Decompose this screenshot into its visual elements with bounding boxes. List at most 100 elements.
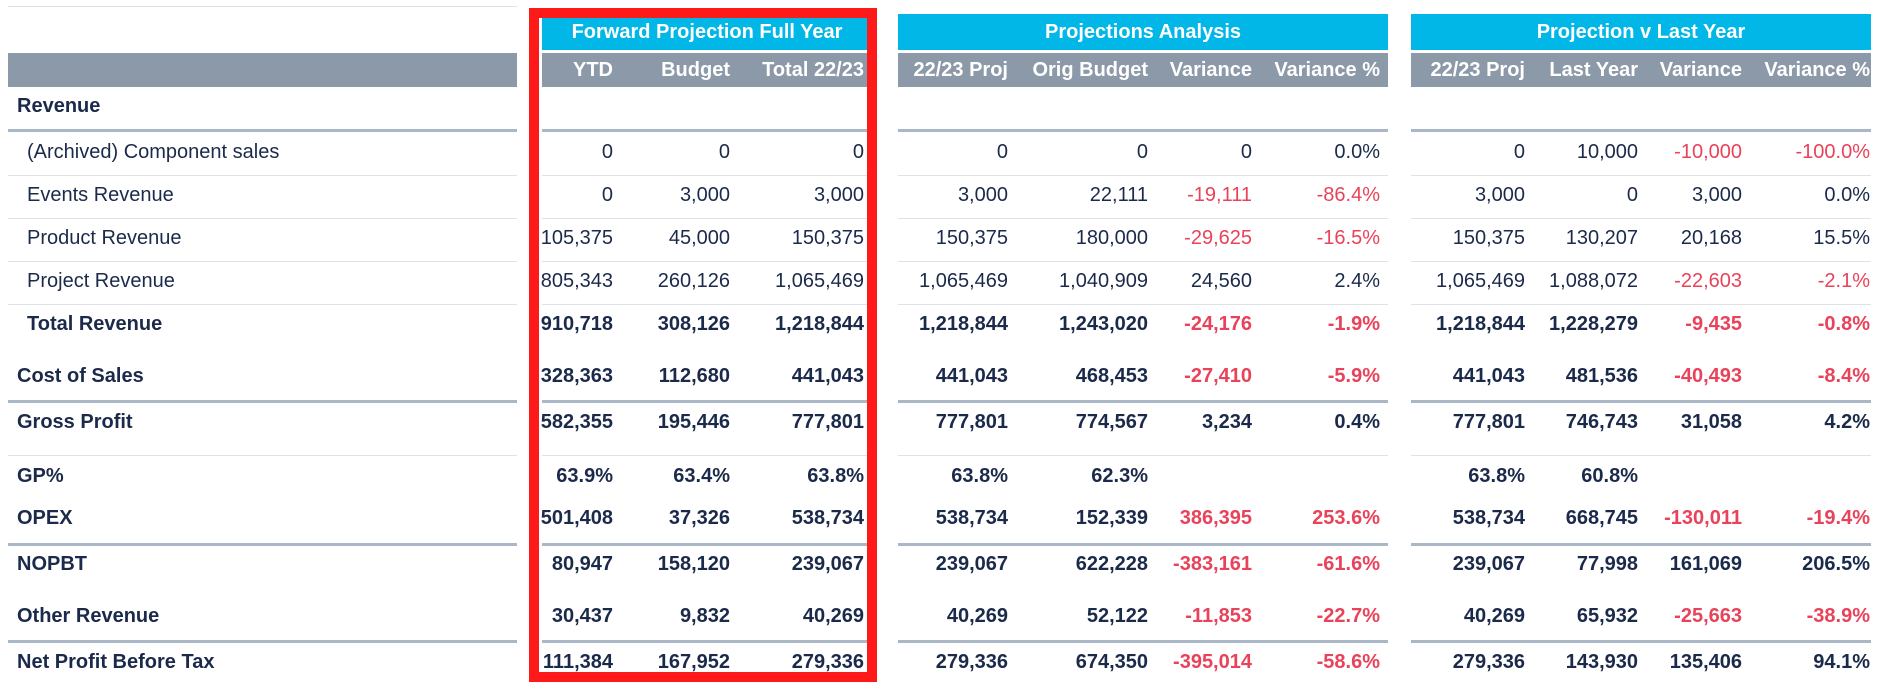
table-cell: 152,339 — [1075, 507, 1148, 529]
column-header-bar-label — [8, 53, 517, 87]
table-cell: -5.9% — [1327, 365, 1380, 387]
table-cell: 674,350 — [1075, 651, 1148, 673]
row-divider — [542, 175, 872, 176]
table-cell: 441,043 — [1452, 365, 1525, 387]
table-cell: -25,663 — [1674, 605, 1742, 627]
col-header-total[interactable]: Total 22/23 — [762, 59, 864, 81]
col-header-budget[interactable]: Budget — [661, 59, 730, 81]
table-cell: 10,000 — [1576, 141, 1638, 163]
row-divider-thick — [8, 543, 517, 546]
table-cell: -24,176 — [1184, 313, 1252, 335]
col-header-a-proj[interactable]: 22/23 Proj — [913, 59, 1008, 81]
row-divider — [898, 455, 1388, 456]
table-cell: 63.8% — [951, 465, 1008, 487]
table-cell: 279,336 — [791, 651, 864, 673]
col-header-l-last[interactable]: Last Year — [1549, 59, 1638, 81]
table-cell: -9,435 — [1685, 313, 1742, 335]
table-cell: -19,111 — [1187, 184, 1252, 206]
table-cell: 279,336 — [1452, 651, 1525, 673]
table-cell: 3,234 — [1201, 411, 1252, 433]
table-cell: 0 — [1513, 141, 1525, 163]
table-cell: 279,336 — [935, 651, 1008, 673]
table-cell: -100.0% — [1795, 141, 1871, 163]
table-cell: -27,410 — [1184, 365, 1252, 387]
row-divider-thick — [542, 129, 872, 132]
table-cell: 158,120 — [657, 553, 730, 575]
table-cell: 130,207 — [1565, 227, 1638, 249]
row-divider-thick — [8, 129, 517, 132]
row-divider — [898, 218, 1388, 219]
table-cell: 239,067 — [1452, 553, 1525, 575]
row-divider-thick — [898, 400, 1388, 403]
row-label: Gross Profit — [17, 411, 133, 433]
row-divider-thick — [898, 640, 1388, 643]
table-cell: 4.2% — [1824, 411, 1870, 433]
table-cell: 1,040,909 — [1059, 270, 1148, 292]
column-header-bar-vs-last — [1411, 53, 1871, 87]
row-label: Product Revenue — [27, 227, 182, 249]
row-divider — [898, 304, 1388, 305]
table-cell: 3,000 — [813, 184, 864, 206]
table-cell: 805,343 — [540, 270, 613, 292]
table-cell: 65,932 — [1576, 605, 1638, 627]
table-cell: 1,088,072 — [1549, 270, 1638, 292]
table-cell: -16.5% — [1316, 227, 1380, 249]
col-header-ytd[interactable]: YTD — [573, 59, 613, 81]
table-cell: 0 — [718, 141, 730, 163]
table-cell: -29,625 — [1184, 227, 1252, 249]
table-cell: 40,269 — [802, 605, 864, 627]
col-header-a-orig[interactable]: Orig Budget — [1032, 59, 1148, 81]
table-cell: 777,801 — [1452, 411, 1525, 433]
row-label: Total Revenue — [27, 313, 163, 335]
table-cell: 0 — [996, 141, 1008, 163]
table-cell: 3,000 — [679, 184, 730, 206]
top-divider — [8, 6, 517, 7]
row-divider-thick — [542, 640, 872, 643]
table-cell: 1,218,844 — [1436, 313, 1525, 335]
row-divider — [1411, 261, 1871, 262]
table-cell: 0 — [1240, 141, 1252, 163]
table-cell: -10,000 — [1674, 141, 1742, 163]
row-label: GP% — [17, 465, 64, 487]
table-cell: 746,743 — [1565, 411, 1638, 433]
row-divider — [8, 261, 517, 262]
row-label: Net Profit Before Tax — [17, 651, 215, 673]
table-cell: 0 — [852, 141, 864, 163]
table-cell: 239,067 — [791, 553, 864, 575]
col-header-a-varp[interactable]: Variance % — [1274, 59, 1380, 81]
row-divider-thick — [898, 543, 1388, 546]
col-header-l-proj[interactable]: 22/23 Proj — [1430, 59, 1525, 81]
table-cell: 40,269 — [946, 605, 1008, 627]
table-cell: 774,567 — [1075, 411, 1148, 433]
table-cell: -58.6% — [1316, 651, 1380, 673]
group-header-analysis: Projections Analysis — [898, 14, 1388, 50]
col-header-l-varp[interactable]: Variance % — [1764, 59, 1870, 81]
row-divider — [1411, 175, 1871, 176]
row-divider-thick — [1411, 400, 1871, 403]
column-header-bar-forward — [542, 53, 872, 87]
col-header-a-var[interactable]: Variance — [1169, 59, 1252, 81]
table-cell: -2.1% — [1817, 270, 1870, 292]
table-cell: -22.7% — [1316, 605, 1380, 627]
table-cell: 150,375 — [791, 227, 864, 249]
table-cell: -22,603 — [1674, 270, 1742, 292]
table-cell: 386,395 — [1179, 507, 1252, 529]
table-cell: 161,069 — [1669, 553, 1742, 575]
row-divider-thick — [1411, 129, 1871, 132]
col-header-l-var[interactable]: Variance — [1659, 59, 1742, 81]
table-cell: 910,718 — [540, 313, 613, 335]
table-cell: 180,000 — [1075, 227, 1148, 249]
table-cell: 0 — [601, 141, 613, 163]
table-cell: 105,375 — [540, 227, 613, 249]
table-cell: 9,832 — [679, 605, 730, 627]
table-cell: 0 — [1626, 184, 1638, 206]
row-divider — [8, 455, 517, 456]
table-cell: 22,111 — [1089, 184, 1148, 206]
table-cell: 582,355 — [540, 411, 613, 433]
table-cell: 2.4% — [1334, 270, 1380, 292]
table-cell: 63.8% — [807, 465, 864, 487]
table-cell: 150,375 — [935, 227, 1008, 249]
table-cell: 0.4% — [1334, 411, 1380, 433]
table-cell: 3,000 — [957, 184, 1008, 206]
table-cell: 777,801 — [935, 411, 1008, 433]
